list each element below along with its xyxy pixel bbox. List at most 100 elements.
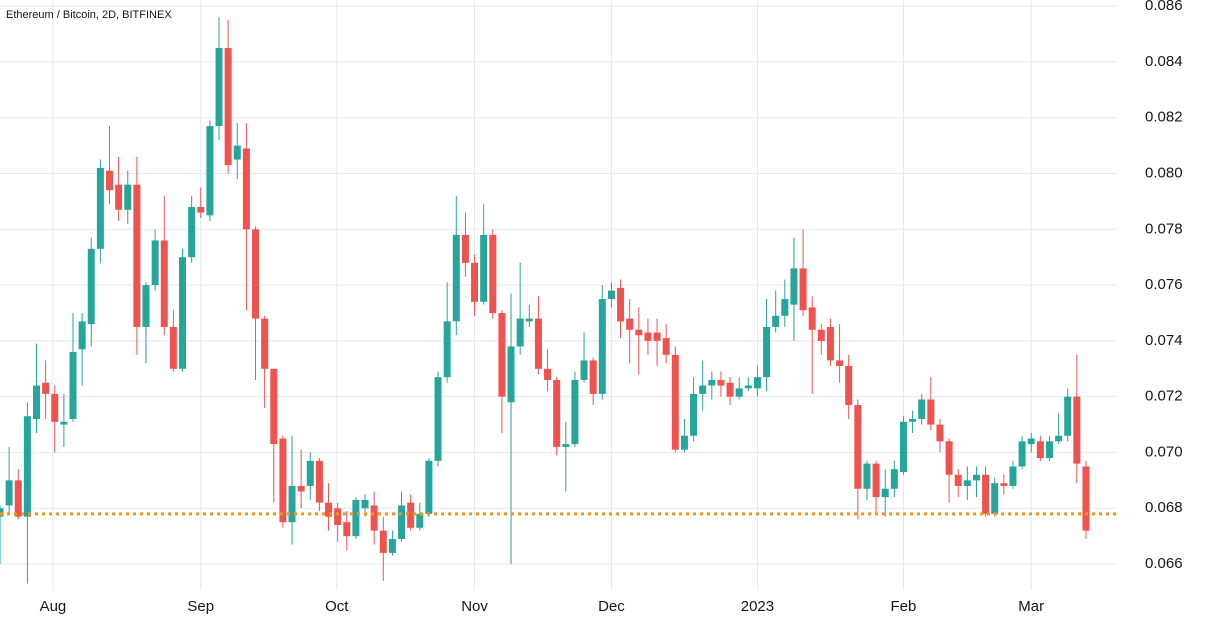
- y-tick-label: 0.072: [1145, 388, 1183, 405]
- candle-body: [498, 312, 506, 397]
- candle-body: [863, 463, 871, 489]
- candle-body: [1082, 466, 1090, 531]
- candle-body: [133, 184, 141, 327]
- candle-body: [1036, 441, 1044, 459]
- candle-body: [845, 365, 853, 406]
- candle-body: [1055, 435, 1063, 442]
- y-tick-label: 0.076: [1145, 276, 1183, 293]
- y-tick-label: 0.066: [1145, 555, 1183, 572]
- candle-body: [279, 438, 287, 523]
- candle-body: [60, 421, 68, 425]
- candle-body: [33, 385, 41, 419]
- candle-body: [480, 234, 488, 302]
- candle-body: [398, 505, 406, 539]
- candle-body: [489, 234, 497, 313]
- candle-body: [936, 424, 944, 442]
- candle-body: [452, 234, 460, 322]
- candle-body: [589, 360, 597, 394]
- y-tick-label: 0.078: [1145, 220, 1183, 237]
- candle-body: [635, 329, 643, 336]
- candle-body: [325, 502, 333, 517]
- candle-body: [1018, 441, 1026, 467]
- y-tick-label: 0.070: [1145, 443, 1183, 460]
- x-tick-label: 2023: [741, 598, 774, 615]
- candle-body: [708, 379, 716, 386]
- x-tick-label: Mar: [1018, 598, 1044, 615]
- candle-body: [23, 416, 31, 517]
- candle-body: [51, 393, 59, 422]
- candle-body: [690, 393, 698, 436]
- candle-body: [899, 421, 907, 472]
- candle-body: [607, 290, 615, 300]
- y-tick-label: 0.080: [1145, 164, 1183, 181]
- candle-body: [179, 257, 187, 369]
- candle-body: [699, 385, 707, 394]
- candle-body: [671, 354, 679, 450]
- candle-body: [982, 474, 990, 514]
- x-tick-label: Oct: [325, 598, 349, 615]
- candle-body: [726, 382, 734, 397]
- candle-body: [972, 474, 980, 481]
- candle-body: [680, 435, 688, 450]
- candle-body: [553, 379, 561, 447]
- candle-body: [881, 488, 889, 498]
- candle-body: [918, 399, 926, 419]
- y-tick-label: 0.074: [1145, 332, 1183, 349]
- candle-body: [662, 338, 670, 355]
- candle-body: [197, 206, 205, 213]
- candle-body: [215, 47, 223, 127]
- candle-body: [626, 318, 634, 330]
- candle-body: [370, 505, 378, 531]
- candle-body: [571, 379, 579, 445]
- candle-body: [909, 418, 917, 422]
- candle-body: [1064, 396, 1072, 436]
- candle-body: [306, 460, 314, 486]
- candle-body: [252, 229, 260, 319]
- y-tick-label: 0.084: [1145, 53, 1183, 70]
- candle-body: [115, 184, 123, 210]
- candle-body: [945, 441, 953, 475]
- y-tick-label: 0.068: [1145, 499, 1183, 516]
- candle-body: [1045, 441, 1053, 459]
- x-tick-label: Nov: [461, 598, 488, 615]
- y-tick-label: 0.086: [1145, 0, 1183, 14]
- candle-body: [42, 382, 50, 394]
- candle-body: [963, 480, 971, 486]
- candle-body: [142, 285, 150, 327]
- candle-body: [160, 240, 168, 327]
- candle-body: [1009, 466, 1017, 486]
- candle-body: [388, 538, 396, 553]
- x-tick-label: Sep: [187, 598, 214, 615]
- candle-body: [69, 352, 77, 419]
- candle-body: [525, 318, 533, 322]
- candles: [0, 17, 1117, 584]
- candle-body: [872, 463, 880, 498]
- candle-body: [781, 299, 789, 316]
- candle-body: [954, 474, 962, 486]
- candle-body: [261, 318, 269, 369]
- candle-body: [343, 522, 351, 537]
- chart-title: Ethereum / Bitcoin, 2D, BITFINEX: [6, 9, 172, 21]
- candle-body: [735, 388, 743, 397]
- candle-body: [379, 530, 387, 553]
- candle-body: [188, 206, 196, 258]
- candle-body: [1027, 438, 1035, 445]
- candle-body: [534, 318, 542, 369]
- axis-labels: 0.066 0.068 0.070 0.072 0.074 0.076 0.078 0.080…: [40, 0, 1183, 615]
- candle-body: [78, 321, 86, 350]
- candle-body: [471, 262, 479, 302]
- candle-body: [991, 483, 999, 514]
- y-tick-label: 0.082: [1145, 109, 1183, 126]
- candle-body: [297, 485, 305, 492]
- candle-body: [206, 126, 214, 216]
- candle-body: [817, 329, 825, 341]
- candle-body: [544, 368, 552, 380]
- candle-body: [14, 480, 22, 517]
- candle-body: [416, 513, 424, 528]
- candle-body: [334, 508, 342, 526]
- x-tick-label: Aug: [40, 598, 67, 615]
- candle-body: [169, 326, 177, 369]
- candle-body: [407, 502, 415, 528]
- candle-body: [96, 167, 104, 249]
- candle-body: [562, 444, 570, 447]
